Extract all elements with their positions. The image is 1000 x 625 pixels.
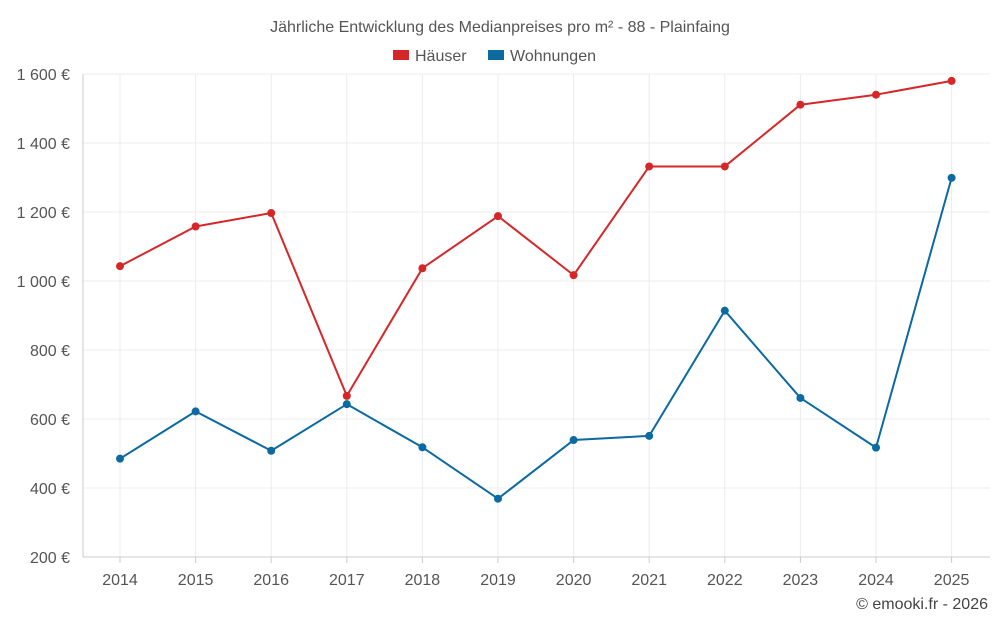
y-tick-label: 400 €: [30, 481, 70, 498]
chart-legend: Häuser Wohnungen: [393, 48, 596, 65]
y-tick-label: 1 000 €: [17, 274, 70, 291]
legend-swatch-haeuser: [393, 50, 409, 60]
x-tick-label: 2015: [178, 572, 214, 589]
data-point-haeuser[interactable]: [947, 76, 956, 85]
data-series: [116, 76, 956, 503]
x-tick-label: 2021: [631, 572, 667, 589]
data-point-wohnungen[interactable]: [796, 393, 805, 402]
series-line-wohnungen: [119, 177, 953, 500]
data-point-haeuser[interactable]: [569, 271, 578, 280]
data-point-wohnungen[interactable]: [645, 431, 654, 440]
data-point-wohnungen[interactable]: [569, 436, 578, 445]
data-point-haeuser[interactable]: [494, 212, 502, 221]
data-point-haeuser[interactable]: [191, 222, 200, 231]
data-point-wohnungen[interactable]: [494, 494, 502, 503]
axes: [82, 74, 990, 563]
data-point-wohnungen[interactable]: [947, 173, 956, 182]
x-tick-label: 2024: [858, 572, 894, 589]
x-tick-label: 2014: [102, 572, 138, 589]
data-point-haeuser[interactable]: [267, 209, 276, 218]
y-tick-label: 1 600 €: [17, 67, 70, 84]
chart-title: Jährliche Entwicklung des Medianpreises …: [270, 19, 730, 36]
series-line-haeuser: [119, 79, 952, 397]
legend-label-wohnungen: Wohnungen: [510, 48, 596, 65]
data-point-haeuser[interactable]: [796, 100, 805, 109]
x-tick-label: 2025: [934, 572, 970, 589]
x-tick-label: 2020: [556, 572, 592, 589]
data-point-haeuser[interactable]: [872, 90, 880, 99]
data-point-haeuser[interactable]: [116, 262, 124, 271]
y-tick-label: 1 200 €: [17, 205, 70, 222]
legend-swatch-wohnungen: [488, 50, 504, 60]
y-tick-label: 1 400 €: [17, 136, 70, 153]
data-point-wohnungen[interactable]: [720, 306, 729, 315]
x-tick-label: 2022: [707, 572, 743, 589]
data-point-wohnungen[interactable]: [191, 407, 200, 416]
x-axis-tick-labels: 2014 2015 2016 2017 2018 2019 2020 2021 2022 2023…: [102, 572, 969, 589]
y-tick-label: 800 €: [30, 343, 70, 360]
data-point-haeuser[interactable]: [342, 391, 351, 400]
grid-lines: [83, 73, 990, 558]
y-axis-tick-labels: 200 € 400 € 600 € 800 € 1 000 € 1 200 € 1 400 …: [17, 67, 70, 567]
data-point-haeuser[interactable]: [720, 162, 729, 171]
y-tick-label: 200 €: [30, 550, 70, 567]
x-tick-label: 2018: [405, 572, 441, 589]
data-point-haeuser[interactable]: [645, 162, 654, 171]
copyright-credit: © emooki.fr - 2026: [856, 596, 988, 613]
data-point-haeuser[interactable]: [418, 264, 427, 273]
data-point-wohnungen[interactable]: [116, 454, 124, 463]
x-tick-label: 2016: [253, 572, 289, 589]
x-tick-label: 2017: [329, 572, 365, 589]
legend-label-haeuser: Häuser: [415, 48, 467, 65]
data-point-wohnungen[interactable]: [418, 443, 427, 452]
data-point-wohnungen[interactable]: [342, 400, 351, 409]
y-tick-label: 600 €: [30, 412, 70, 429]
x-tick-label: 2023: [783, 572, 819, 589]
data-point-wohnungen[interactable]: [267, 446, 276, 455]
x-tick-label: 2019: [480, 572, 516, 589]
data-point-wohnungen[interactable]: [872, 443, 880, 452]
